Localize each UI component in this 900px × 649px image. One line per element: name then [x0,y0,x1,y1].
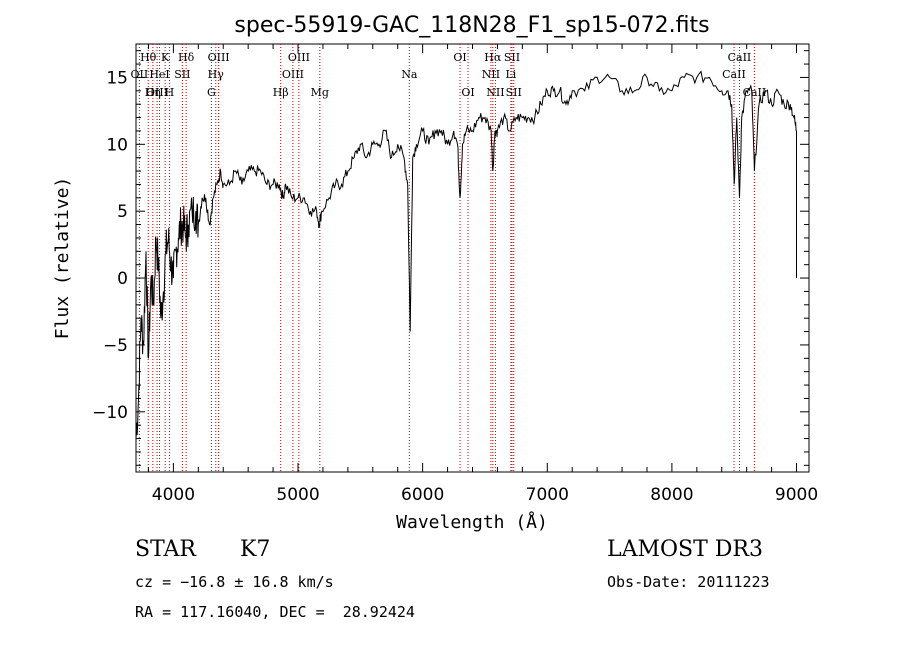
spectrum-line [135,70,797,439]
y-tick-label: 15 [106,68,128,88]
spectral-line-label: OIII [146,86,168,99]
spectral-line-label: OII [131,68,149,81]
plot-frame [135,43,810,473]
x-tick-label: 8000 [650,485,693,505]
spectral-line-label: Hη [145,86,161,99]
y-tick-label: 0 [117,269,128,289]
x-tick-label: 6000 [401,485,444,505]
spectral-line-label: OI [453,51,466,64]
x-tick-label: 4000 [152,485,195,505]
y-axis-label: Flux (relative) [52,177,73,340]
x-tick-label: 5000 [276,485,319,505]
spectral-line-label: OIII [288,51,310,64]
spectral-line-label: Hβ [273,86,289,99]
spectral-line-label: OI [461,86,474,99]
spectral-line-label: Li [505,68,516,81]
spectral-line-label: SII [504,51,520,64]
object-subclass: K7 [240,537,271,562]
spectral-line-label: CaII [722,68,746,81]
spectral-line-label: Hα [484,51,502,64]
spectral-line-label: SII [174,68,190,81]
object-class: STAR [135,537,196,562]
x-axis-label: Wavelength (Å) [396,511,548,533]
y-tick-label: 10 [106,135,128,155]
coordinates-text: RA = 117.16040, DEC = 28.92424 [135,603,415,621]
y-tick-label: −10 [92,403,128,423]
spectral-line-label: NII [482,68,500,81]
chart-title: spec-55919-GAC_118N28_F1_sp15-072.fits [234,13,709,38]
spectral-line-label: Na [401,68,418,81]
obs-date-text: Obs-Date: 20111223 [607,573,770,591]
spectral-line-label: NII [486,86,504,99]
redshift-text: cz = −16.8 ± 16.8 km/s [135,573,334,591]
spectral-line-label: OIII [282,68,304,81]
spectral-line-label: G [207,86,216,99]
spectral-line-label: Hθ [140,51,157,64]
survey-name: LAMOST DR3 [607,537,763,562]
spectral-line-label: CaII [743,86,767,99]
spectral-line-label: Hδ [178,51,195,64]
spectral-line-label: H [165,86,175,99]
y-tick-label: −5 [103,336,128,356]
spectral-line-label: HeI [149,68,169,81]
spectral-line-label: OIII [208,51,230,64]
spectral-line-label: CaII [728,51,752,64]
x-tick-label: 7000 [526,485,569,505]
spectral-line-label: K [161,51,170,64]
spectral-line-labels: Hθ OII OIII K HeI Hη H SII Hδ OIII Hγ G Hβ OIII OIII Mg… [131,51,767,99]
spectral-line-label: SII [506,86,522,99]
y-tick-label: 5 [117,202,128,222]
spectral-line-label: Hγ [208,68,225,81]
axis-ticks: 4000 5000 6000 7000 8000 9000 −10 −5 0 5 10 15 [92,44,818,505]
x-tick-label: 9000 [775,485,818,505]
spectral-line-label: Mg [311,86,329,99]
spectral-line-markers [138,44,755,472]
